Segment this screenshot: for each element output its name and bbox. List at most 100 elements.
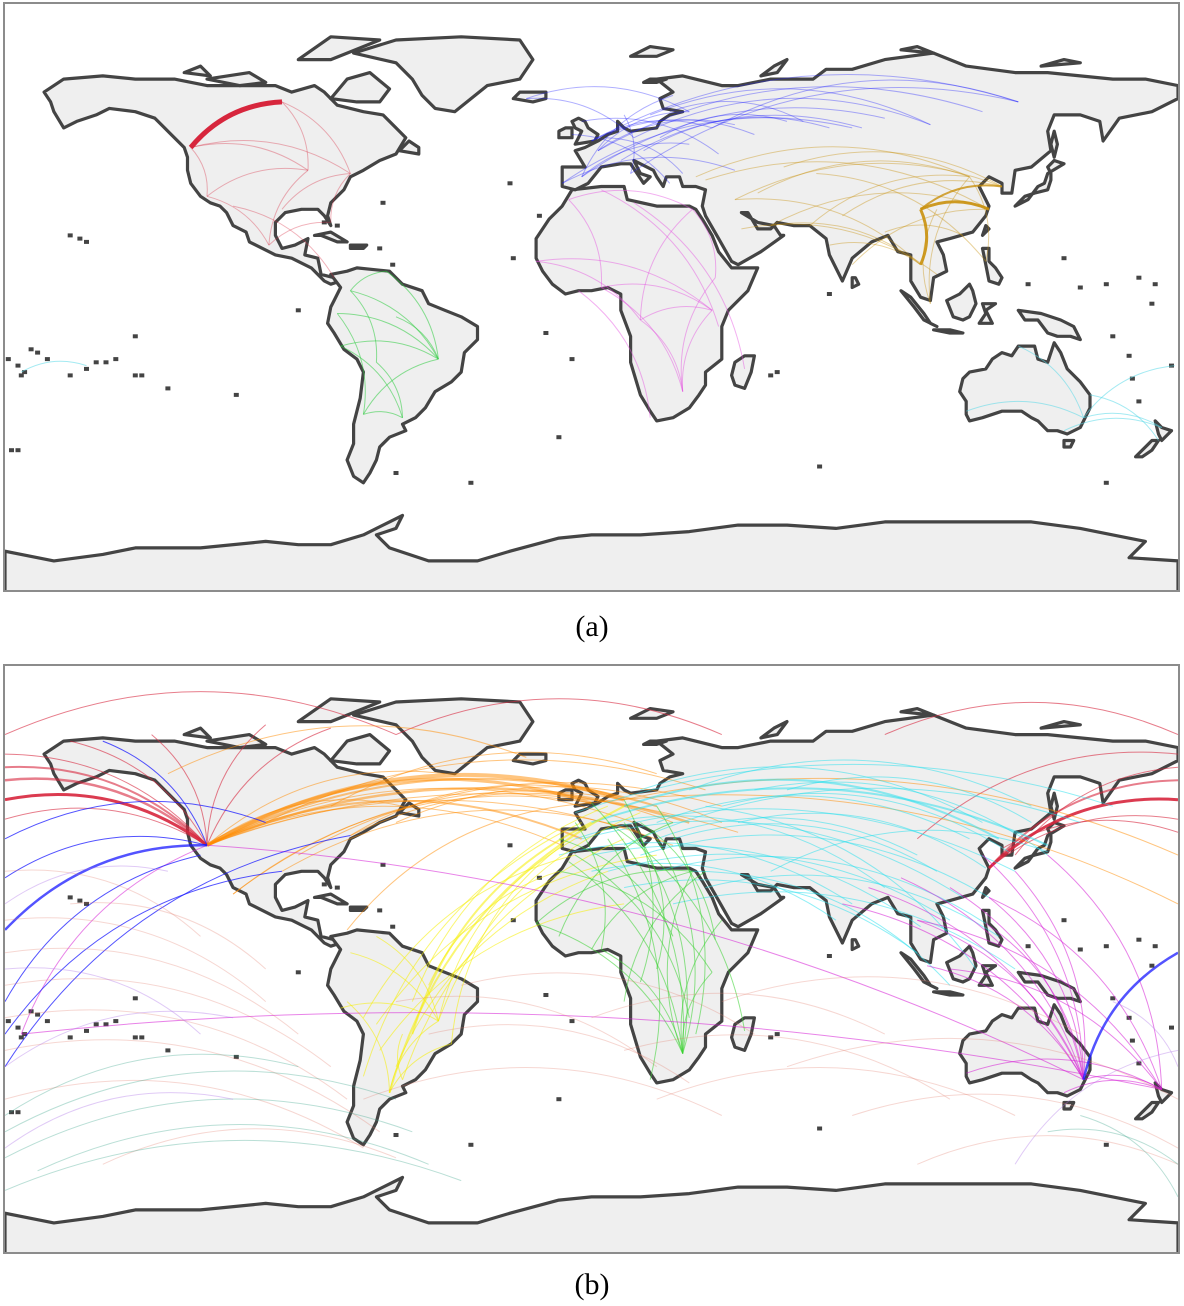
flow-arc [623,1034,951,1100]
island-dot [507,843,513,848]
flow-arc [102,1128,397,1165]
flow-arc [5,869,201,937]
flow-arc [574,854,690,1018]
flow-arc [591,862,837,921]
flow-arc [754,781,1048,856]
flow-arc [1014,1049,1178,1165]
island-dot [84,239,89,244]
flow-arc [623,799,654,983]
flow-arc [1014,766,1178,856]
island-dot [15,1025,21,1030]
arc-cluster [5,865,1178,1165]
island-dot [295,970,301,975]
island-dot [774,370,780,375]
flow-arc [922,209,938,304]
flow-arc [206,770,445,846]
caption-a: (a) [575,610,609,643]
flow-arc [917,1135,1178,1165]
flow-arc [350,270,387,292]
land-great-britain [570,116,600,146]
flow-arc [330,751,657,807]
flow-arc [640,306,713,321]
flow-arc [575,763,1113,814]
flow-arc [770,222,921,266]
island-dot [1103,944,1109,949]
flow-arc [281,809,641,872]
flow-arc [597,119,736,152]
land-eurasia [560,51,1178,303]
flow-arc [591,74,1019,142]
island-dot [132,1035,138,1040]
flow-arc [5,917,267,1002]
island-dot [1169,1025,1174,1030]
island-dot [556,435,562,440]
island-dot [1152,944,1158,949]
flow-arc [189,100,283,149]
island-dot [77,236,83,241]
flow-arc [786,1037,1178,1100]
land-svalbard [629,707,675,720]
flow-arc [601,189,720,327]
land-japan [1013,820,1066,870]
land-baffin [329,733,392,766]
flow-arc [604,137,684,174]
flow-arc [206,777,657,847]
land-banks-island [182,64,212,78]
island-dot [1077,285,1083,290]
island-dot [1136,399,1142,404]
flow-arc [21,360,87,373]
island-dot [1025,282,1031,287]
island-dot [826,292,832,296]
flow-arc [362,358,439,415]
flow-arc [346,1001,390,1093]
flow-arc [639,208,693,321]
island-dot [556,1097,562,1102]
flow-arc [692,208,717,278]
flow-arc [591,992,886,1035]
flow-arc [206,799,674,846]
caption-b: (b) [574,1268,610,1301]
flow-arc [350,792,674,836]
flow-arc [389,1020,439,1093]
island-dot [1110,996,1116,1001]
land-sakhalin [1049,129,1059,159]
flow-arc [1063,417,1162,432]
flow-arc [558,822,674,937]
flow-arc [734,162,1003,201]
island-dot [536,213,542,218]
island-dot [380,200,386,205]
land-nz-north [1153,1081,1174,1105]
flow-arc [884,224,964,236]
flow-arc [982,854,1084,1080]
island-dot [1136,1061,1142,1066]
flow-arc [734,198,921,266]
land-madagascar [730,354,756,390]
world-map-a [5,35,1178,590]
flow-arc [581,142,690,178]
flow-arc [5,947,299,1035]
flow-arc [389,1043,452,1093]
land-sulawesi [977,964,998,987]
island-dot [510,256,516,261]
land-tasmania [1062,1100,1076,1111]
land-cuba [312,892,349,906]
island-dot [393,1133,399,1137]
island-dot [1136,937,1142,942]
land-cuba [312,230,349,244]
flow-arc [842,903,1084,1080]
island-dot [1025,944,1031,949]
flow-arc [1047,854,1163,1090]
flow-arc [376,361,403,418]
flow-arc [350,290,378,363]
island-dot [569,357,575,362]
island-dot [44,1019,50,1024]
flow-arc [1112,1001,1178,1067]
flow-arc [900,877,1084,1080]
flow-arc [568,861,684,1054]
flow-arc [1083,365,1175,418]
flow-arc [597,86,983,152]
island-dot [1103,1142,1109,1147]
flow-arc [167,725,527,775]
island-dot [510,918,516,923]
island-dot [35,1012,41,1017]
